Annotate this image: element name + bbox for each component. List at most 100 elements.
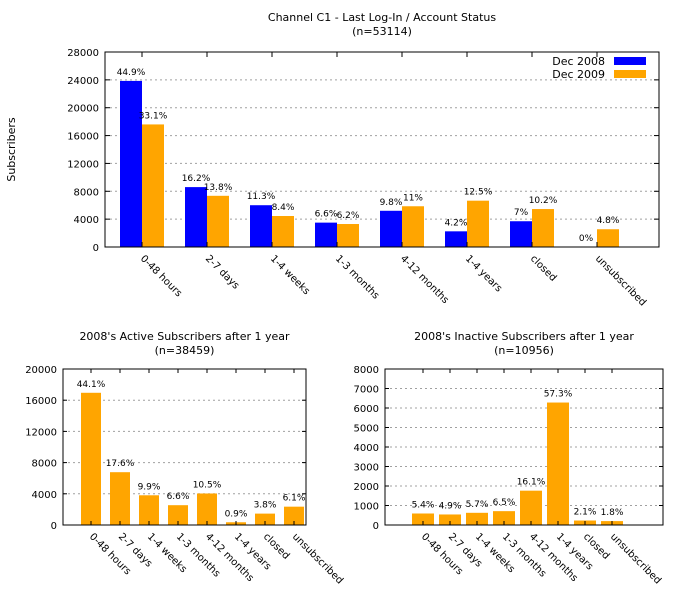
x-tick-label: closed xyxy=(528,253,558,283)
data-label: 4.9% xyxy=(439,501,462,511)
x-tick-label: 1-4 weeks xyxy=(268,253,312,297)
data-label: 1.8% xyxy=(601,508,624,518)
y-tick-label: 20000 xyxy=(25,365,57,376)
chart-subtitle: (n=38459) xyxy=(155,344,215,357)
data-label: 10.2% xyxy=(529,196,558,206)
data-label: 8.4% xyxy=(272,203,295,213)
plot-frame xyxy=(62,368,307,526)
bar xyxy=(520,490,542,525)
y-tick-label: 8000 xyxy=(74,187,99,198)
x-tick-label: 1-3 months xyxy=(333,253,381,301)
y-tick-label: 3000 xyxy=(354,463,379,474)
data-label: 4.2% xyxy=(445,218,468,228)
plot-frame xyxy=(104,51,660,248)
x-tick-label: 1-4 years xyxy=(463,253,504,294)
data-label: 44.9% xyxy=(117,68,146,78)
chart-title: 2008's Inactive Subscribers after 1 year xyxy=(414,330,634,343)
chart-subtitle: (n=10956) xyxy=(494,344,554,357)
bar xyxy=(412,513,434,525)
y-tick-label: 16000 xyxy=(67,132,99,143)
data-label: 2.1% xyxy=(574,508,597,518)
bar xyxy=(547,402,569,525)
y-tick-label: 4000 xyxy=(354,443,379,454)
data-label: 17.6% xyxy=(106,459,135,469)
data-label: 0% xyxy=(579,234,594,244)
y-tick-label: 12000 xyxy=(25,427,57,438)
y-tick-label: 7000 xyxy=(354,385,379,396)
y-tick-label: 6000 xyxy=(354,404,379,415)
legend-label: Dec 2009 xyxy=(552,68,605,81)
bar xyxy=(272,216,294,247)
legend-swatch xyxy=(614,70,646,78)
bar xyxy=(185,187,207,247)
data-label: 11.3% xyxy=(247,192,276,202)
bar xyxy=(337,224,359,247)
plot-frame xyxy=(384,368,664,526)
chart-left: 2008's Active Subscribers after 1 year(n… xyxy=(25,330,345,587)
x-tick-label: unsubscribed xyxy=(608,531,663,586)
y-tick-label: 16000 xyxy=(25,396,57,407)
data-label: 6.6% xyxy=(315,210,338,220)
y-tick-label: 5000 xyxy=(354,424,379,435)
data-label: 6.5% xyxy=(493,498,516,508)
bar xyxy=(250,205,272,247)
data-label: 4.8% xyxy=(597,216,620,226)
data-label: 5.4% xyxy=(412,500,435,510)
bar xyxy=(532,209,554,247)
chart-right: 2008's Inactive Subscribers after 1 year… xyxy=(354,330,664,587)
y-tick-label: 28000 xyxy=(67,48,99,59)
y-tick-label: 1000 xyxy=(354,502,379,513)
y-tick-label: 20000 xyxy=(67,104,99,115)
bar xyxy=(493,511,515,525)
x-tick-label: unsubscribed xyxy=(290,531,345,586)
bar xyxy=(120,80,142,247)
legend-swatch xyxy=(614,57,646,65)
chart-title: 2008's Active Subscribers after 1 year xyxy=(79,330,290,343)
bar xyxy=(142,124,164,247)
y-tick-label: 4000 xyxy=(74,215,99,226)
data-label: 3.8% xyxy=(254,501,277,511)
x-tick-label: 2-7 days xyxy=(203,253,241,291)
y-tick-label: 12000 xyxy=(67,159,99,170)
y-axis-label: Subscribers xyxy=(5,117,18,182)
data-label: 6.2% xyxy=(337,211,360,221)
bar xyxy=(139,495,159,525)
y-tick-label: 24000 xyxy=(67,76,99,87)
data-label: 33.1% xyxy=(139,111,168,121)
data-label: 44.1% xyxy=(77,380,106,390)
bar xyxy=(510,221,532,247)
bar xyxy=(439,514,461,525)
data-label: 6.1% xyxy=(283,494,306,504)
bar xyxy=(402,206,424,247)
data-label: 13.8% xyxy=(204,183,233,193)
bar xyxy=(380,210,402,247)
y-tick-label: 0 xyxy=(93,243,99,254)
bar xyxy=(445,231,467,247)
data-label: 6.6% xyxy=(167,492,190,502)
bar xyxy=(255,513,275,525)
data-label: 7% xyxy=(514,208,529,218)
chart-title: Channel C1 - Last Log-In / Account Statu… xyxy=(268,11,496,24)
data-label: 16.2% xyxy=(182,174,211,184)
x-tick-label: unsubscribed xyxy=(593,253,648,308)
y-tick-label: 8000 xyxy=(354,365,379,376)
data-label: 16.1% xyxy=(517,478,546,488)
bar xyxy=(284,506,304,525)
bar xyxy=(168,505,188,525)
x-tick-label: 0-48 hours xyxy=(138,253,184,299)
data-label: 57.3% xyxy=(544,390,573,400)
y-tick-label: 4000 xyxy=(32,490,57,501)
data-label: 9.8% xyxy=(380,198,403,208)
bar xyxy=(207,195,229,247)
y-tick-label: 0 xyxy=(51,521,57,532)
y-tick-label: 2000 xyxy=(354,482,379,493)
x-tick-label: 4-12 months xyxy=(398,253,451,306)
bar xyxy=(110,472,130,525)
legend-label: Dec 2008 xyxy=(552,55,605,68)
bar xyxy=(315,222,337,247)
bar xyxy=(466,512,488,525)
bar xyxy=(197,493,217,525)
bar xyxy=(467,200,489,247)
